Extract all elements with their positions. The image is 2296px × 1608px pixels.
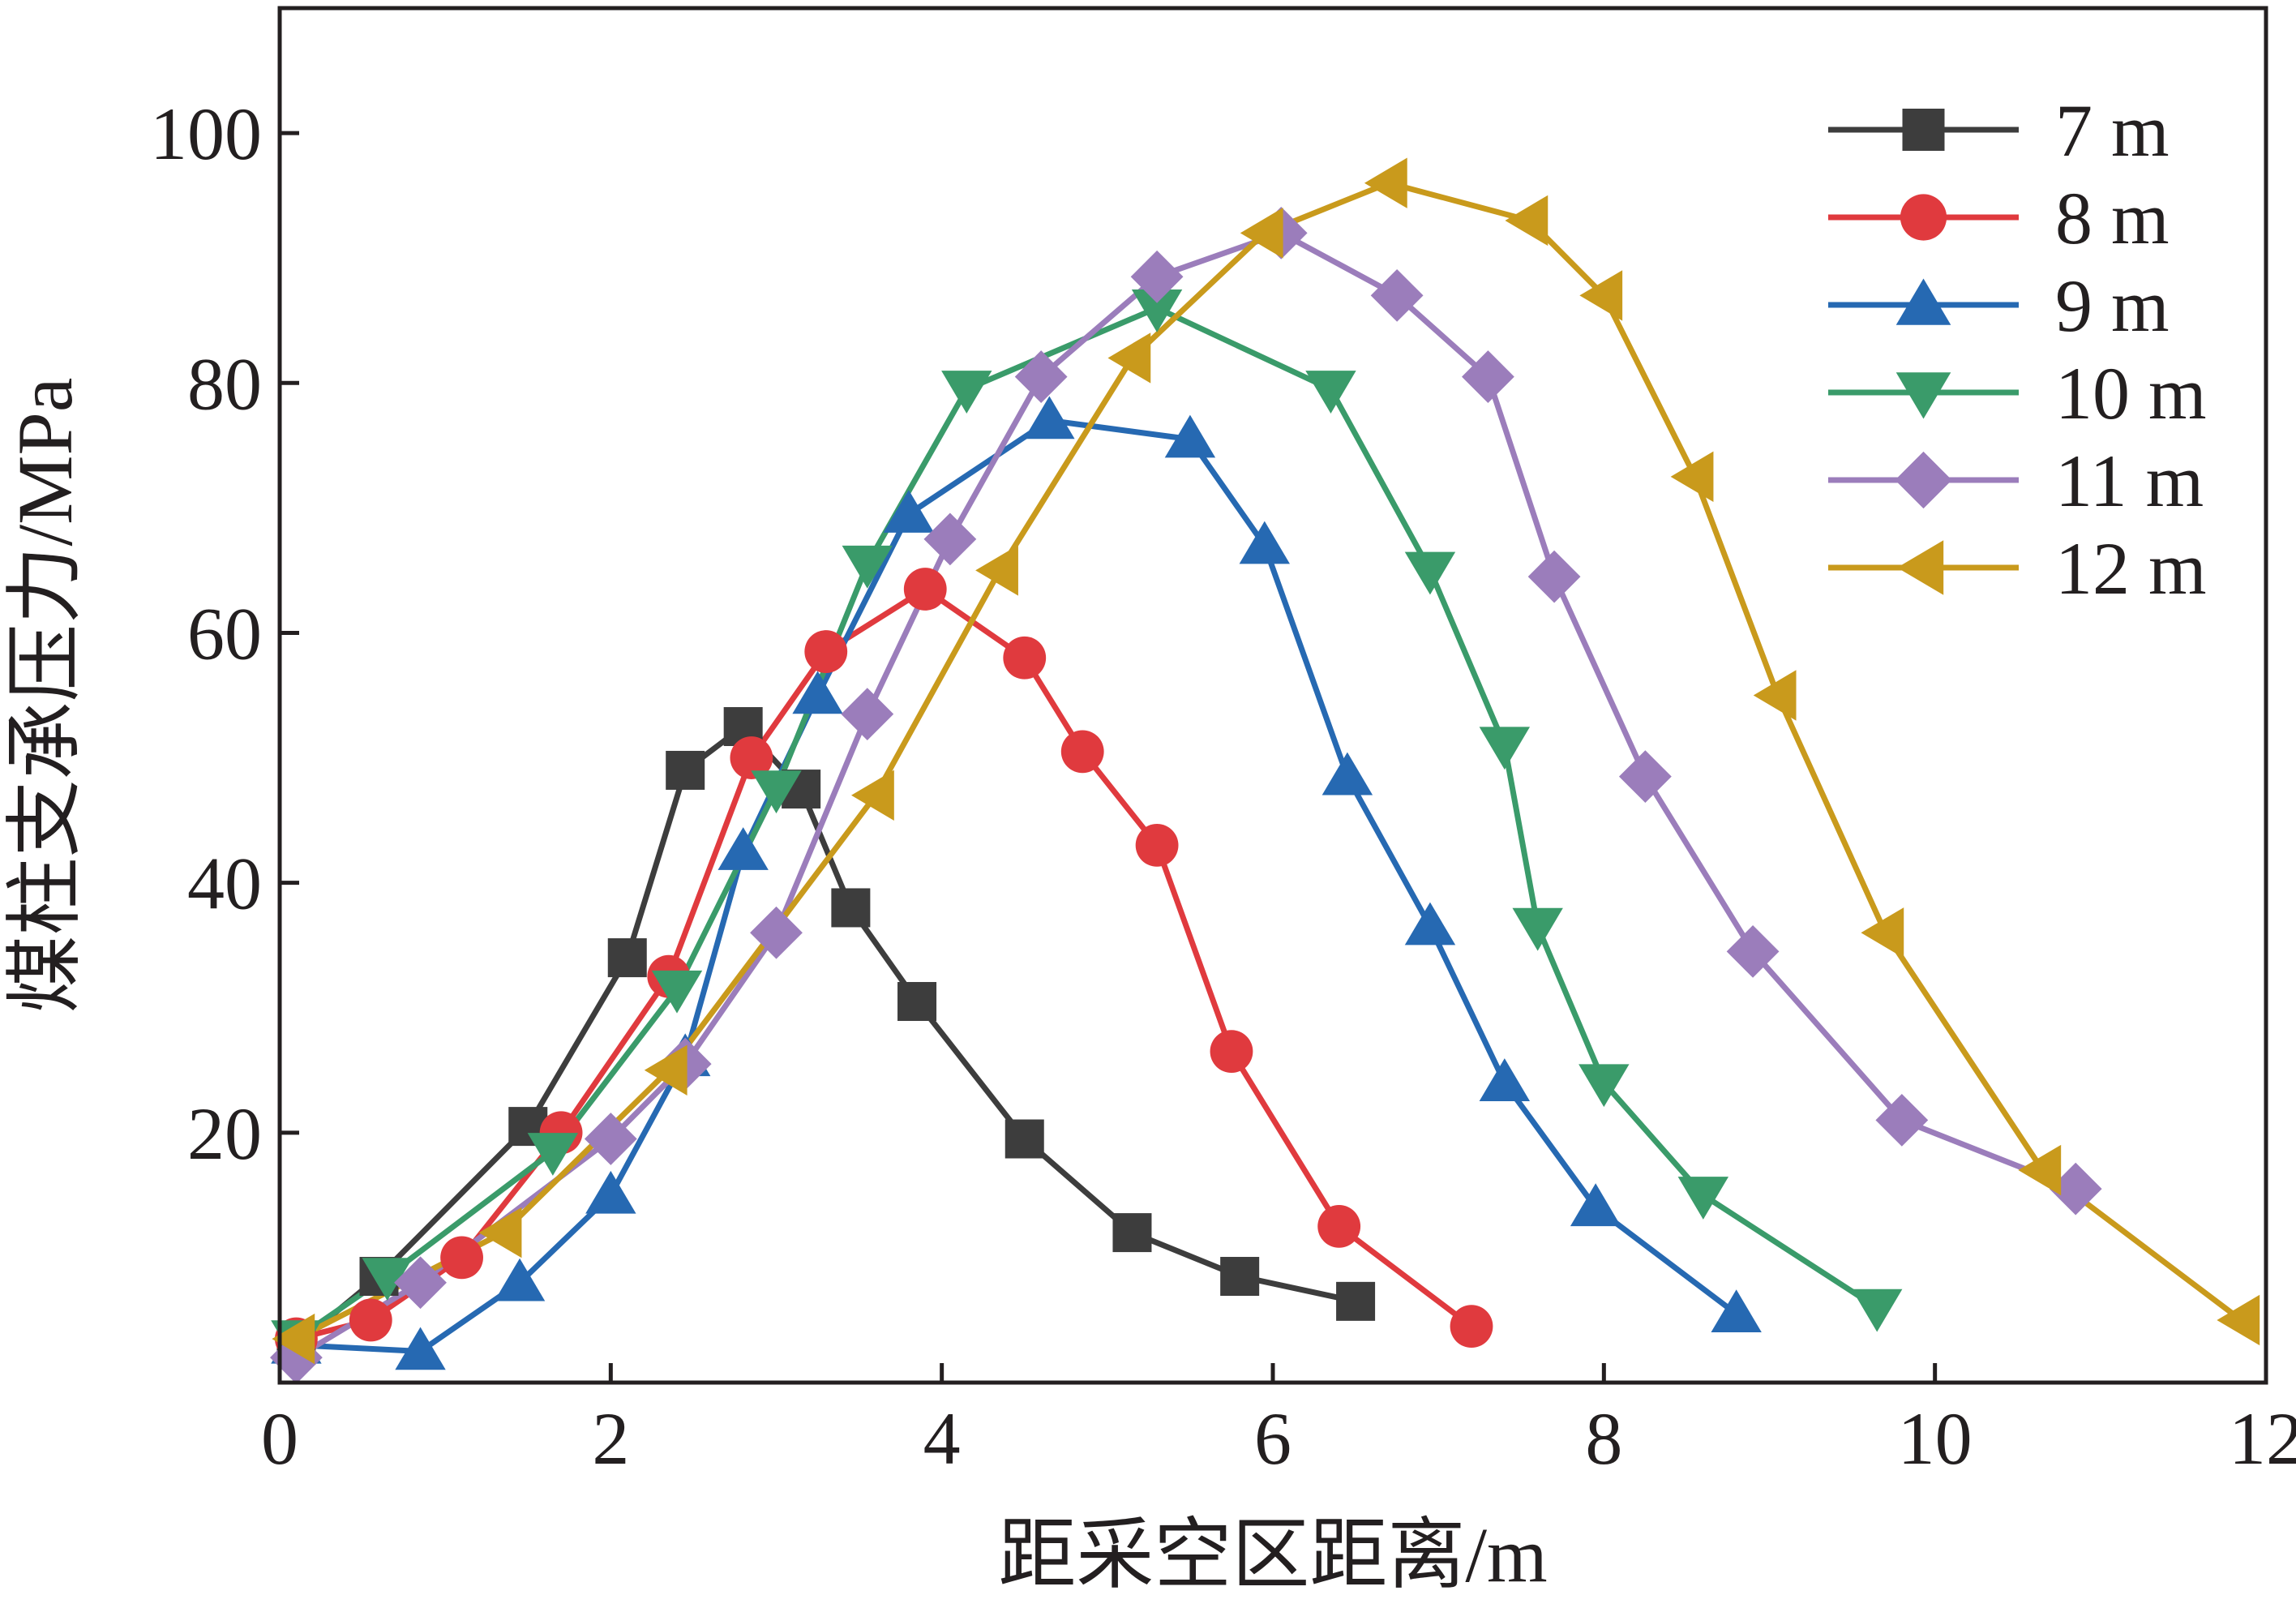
legend-marker-6: [1897, 540, 1943, 595]
series-6-point-12: [1861, 907, 1904, 958]
series-1-point-11: [1220, 1257, 1259, 1296]
series-1-point-8: [897, 982, 936, 1021]
legend-label-1: 7 m: [2055, 89, 2170, 172]
legend-label-5: 11 m: [2055, 440, 2204, 522]
series-1-point-4: [666, 751, 705, 790]
series-1-point-10: [1112, 1213, 1151, 1252]
x-tick-label-4: 4: [923, 1397, 961, 1480]
series-2-point-9: [1061, 730, 1104, 773]
series-4-point-9: [1405, 552, 1455, 595]
series-3-point-13: [1480, 1058, 1530, 1101]
series-6-point-10: [1671, 452, 1714, 502]
y-tick-label-100: 100: [150, 92, 262, 175]
series-line-6: [296, 183, 2241, 1339]
series-1-point-9: [1005, 1120, 1044, 1159]
series-lines: [296, 183, 2241, 1357]
y-tick-label-80: 80: [187, 342, 262, 425]
series-line-2: [296, 590, 1471, 1340]
series-6-point-5: [1107, 332, 1150, 383]
legend-label-4: 10 m: [2055, 352, 2207, 435]
series-line-4: [296, 308, 1877, 1339]
series-3-point-10: [1240, 521, 1290, 564]
series-6-point-4: [975, 545, 1018, 595]
series-3-point-14: [1570, 1183, 1621, 1226]
series-6-point-7: [1364, 158, 1407, 208]
series-4-point-10: [1480, 727, 1530, 770]
y-tick-label-60: 60: [187, 592, 262, 675]
x-tick-label-2: 2: [592, 1397, 629, 1480]
series-3-point-7: [884, 490, 934, 533]
x-tick-label-10: 10: [1898, 1397, 1973, 1480]
series-4-point-13: [1678, 1177, 1728, 1220]
series-6-point-11: [1754, 670, 1797, 720]
legend-marker-5: [1895, 452, 1951, 508]
series-2-point-1: [349, 1299, 392, 1342]
series-2-point-2: [440, 1237, 483, 1280]
series-2-point-12: [1317, 1205, 1360, 1248]
series-3-point-11: [1322, 753, 1373, 795]
x-tick-label-8: 8: [1585, 1397, 1622, 1480]
legend-marker-1: [1903, 109, 1945, 151]
series-4-point-11: [1512, 908, 1562, 951]
line-chart: 0 2 4 6 8 10 12 20 40 60 80 100 距采空区距离/m 煤柱支承压力/MPa…: [0, 0, 2296, 1608]
series-6-point-14: [2217, 1295, 2260, 1345]
series-4-point-14: [1852, 1289, 1902, 1332]
x-axis-label: 距采空区距离/m: [998, 1512, 1547, 1598]
legend-label-3: 9 m: [2055, 264, 2170, 347]
series-3-point-12: [1405, 903, 1455, 946]
series-2-point-13: [1450, 1305, 1493, 1348]
legend-marker-3: [1896, 279, 1951, 325]
series-6-point-3: [851, 770, 894, 821]
series-line-5: [296, 233, 2075, 1357]
series-1-point-12: [1336, 1282, 1375, 1321]
series-6-point-1: [479, 1207, 522, 1258]
series-1-point-3: [608, 938, 647, 977]
series-5-point-13: [1619, 750, 1672, 803]
series-6-point-13: [2018, 1145, 2061, 1195]
legend-marker-2: [1900, 194, 1947, 240]
legend: 7 m8 m9 m10 m11 m12 m: [1828, 89, 2207, 610]
y-tick-label-40: 40: [187, 843, 262, 925]
legend-marker-4: [1896, 372, 1951, 418]
series-3-point-8: [1024, 397, 1074, 440]
series-4-point-6: [941, 371, 992, 414]
series-2-point-7: [904, 568, 947, 611]
x-tick-label-12: 12: [2229, 1397, 2296, 1480]
series-markers: [270, 158, 2260, 1384]
series-5-point-6: [923, 512, 976, 565]
y-tick-label-20: 20: [187, 1092, 262, 1175]
series-2-point-10: [1136, 824, 1179, 867]
y-axis-label: 煤柱支承压力/MPa: [2, 377, 88, 1013]
legend-label-6: 12 m: [2055, 527, 2207, 610]
series-4-point-8: [1305, 371, 1356, 414]
series-6-point-8: [1505, 195, 1548, 246]
series-2-point-6: [804, 630, 847, 673]
series-3-point-15: [1711, 1289, 1761, 1332]
series-3-point-3: [585, 1171, 636, 1214]
series-2-point-8: [1003, 637, 1046, 680]
series-2-point-11: [1210, 1030, 1253, 1073]
x-tick-label-0: 0: [261, 1397, 298, 1480]
series-1-point-7: [831, 888, 870, 927]
series-5-point-12: [1528, 551, 1581, 603]
x-tick-label-6: 6: [1254, 1397, 1292, 1480]
legend-label-2: 8 m: [2055, 177, 2170, 259]
series-5-point-5: [841, 688, 893, 740]
